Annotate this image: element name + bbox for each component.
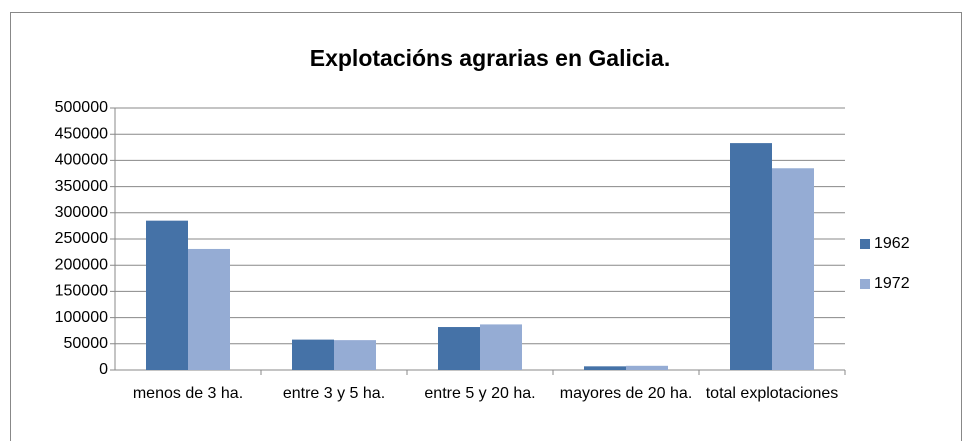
chart-title: Explotacións agrarias en Galicia. xyxy=(310,45,671,71)
y-tick-label: 50000 xyxy=(64,335,109,352)
bar xyxy=(584,366,626,370)
legend-label: 1962 xyxy=(874,235,910,252)
bar xyxy=(626,365,668,370)
y-tick-label: 300000 xyxy=(55,204,108,221)
y-tick-label: 500000 xyxy=(55,99,108,116)
y-tick-label: 200000 xyxy=(55,256,108,273)
bar xyxy=(730,143,772,370)
y-tick-label: 400000 xyxy=(55,152,108,169)
bar xyxy=(772,168,814,370)
legend-swatch xyxy=(860,239,870,249)
x-tick-label: menos de 3 ha. xyxy=(132,385,244,402)
y-tick-label: 250000 xyxy=(55,230,108,247)
x-tick-label: mayores de 20 ha. xyxy=(559,385,693,402)
x-tick-label: entre 5 y 20 ha. xyxy=(424,385,536,402)
legend-label: 1972 xyxy=(874,275,910,292)
bar xyxy=(480,324,522,370)
y-tick-label: 450000 xyxy=(55,125,108,142)
y-tick-label: 0 xyxy=(99,361,108,378)
bar xyxy=(146,220,188,370)
y-tick-label: 350000 xyxy=(55,178,108,195)
x-tick-label: entre 3 y 5 ha. xyxy=(282,385,386,402)
bar xyxy=(292,339,334,370)
bar xyxy=(438,327,480,370)
bar xyxy=(334,340,376,370)
y-tick-label: 100000 xyxy=(55,309,108,326)
bar xyxy=(188,248,230,370)
x-tick-label: total explotaciones xyxy=(705,385,839,402)
legend-swatch xyxy=(860,279,870,289)
y-tick-label: 150000 xyxy=(55,283,108,300)
